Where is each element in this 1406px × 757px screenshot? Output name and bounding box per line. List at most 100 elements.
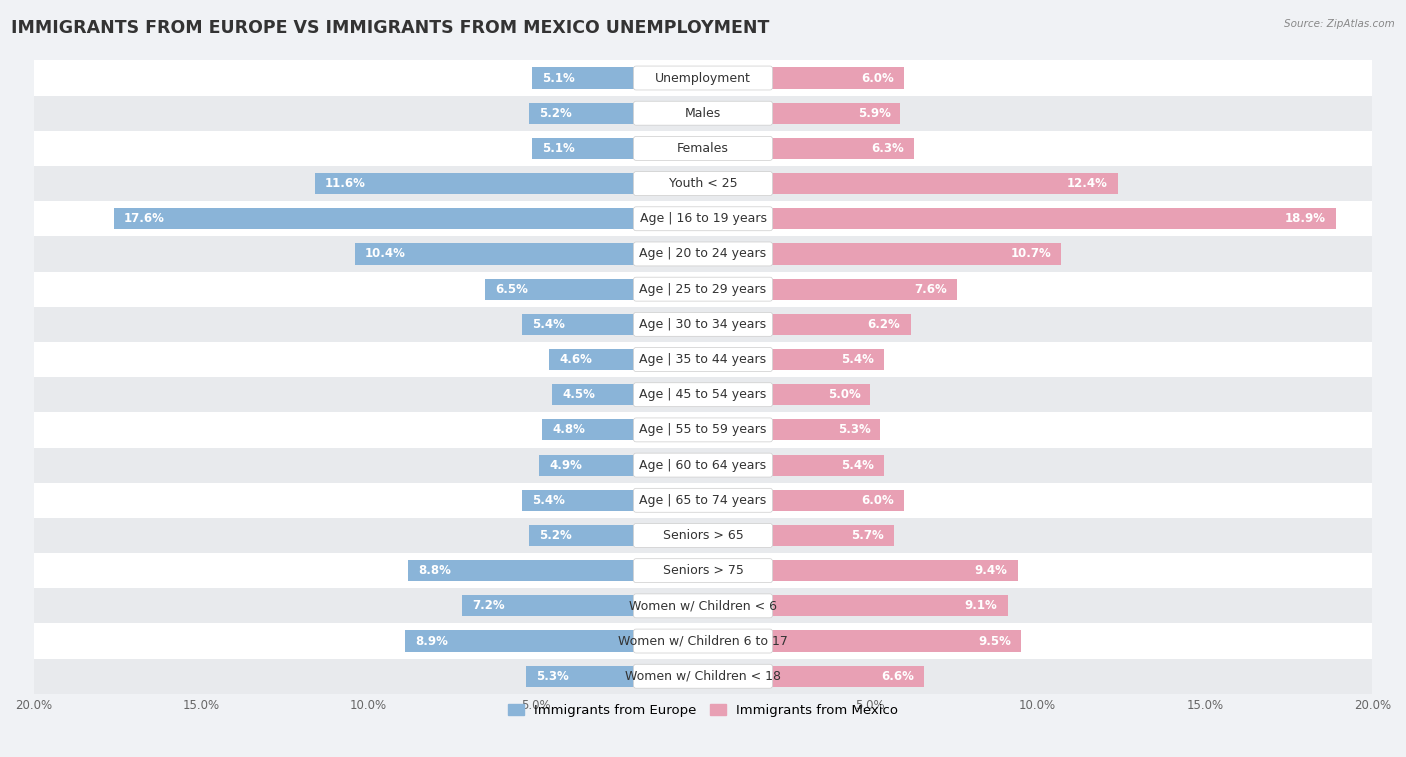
- Text: 4.5%: 4.5%: [562, 388, 595, 401]
- FancyBboxPatch shape: [633, 101, 773, 125]
- Bar: [526, 665, 703, 687]
- FancyBboxPatch shape: [633, 418, 773, 442]
- Bar: [703, 244, 1062, 264]
- Text: Seniors > 75: Seniors > 75: [662, 564, 744, 577]
- Bar: [533, 67, 703, 89]
- Text: 5.0%: 5.0%: [828, 388, 860, 401]
- FancyBboxPatch shape: [633, 277, 773, 301]
- Text: Source: ZipAtlas.com: Source: ZipAtlas.com: [1284, 19, 1395, 29]
- Text: Age | 35 to 44 years: Age | 35 to 44 years: [640, 353, 766, 366]
- Text: 5.1%: 5.1%: [543, 142, 575, 155]
- Bar: [703, 490, 904, 511]
- Text: 6.2%: 6.2%: [868, 318, 900, 331]
- Bar: [34, 624, 1372, 659]
- Bar: [34, 236, 1372, 272]
- Text: Women w/ Children < 6: Women w/ Children < 6: [628, 600, 778, 612]
- Text: Females: Females: [678, 142, 728, 155]
- Text: 10.4%: 10.4%: [366, 248, 406, 260]
- Bar: [522, 314, 703, 335]
- Text: 6.0%: 6.0%: [860, 71, 894, 85]
- Text: Unemployment: Unemployment: [655, 71, 751, 85]
- Text: Age | 30 to 34 years: Age | 30 to 34 years: [640, 318, 766, 331]
- Text: Women w/ Children < 18: Women w/ Children < 18: [626, 670, 780, 683]
- Bar: [703, 173, 1118, 194]
- Text: 9.4%: 9.4%: [974, 564, 1008, 577]
- Text: 4.9%: 4.9%: [548, 459, 582, 472]
- Bar: [522, 490, 703, 511]
- Bar: [703, 665, 924, 687]
- FancyBboxPatch shape: [633, 242, 773, 266]
- FancyBboxPatch shape: [633, 559, 773, 583]
- Bar: [34, 342, 1372, 377]
- Bar: [34, 483, 1372, 518]
- Text: 5.7%: 5.7%: [851, 529, 884, 542]
- Bar: [34, 377, 1372, 413]
- FancyBboxPatch shape: [633, 629, 773, 653]
- Bar: [703, 314, 911, 335]
- Bar: [485, 279, 703, 300]
- Bar: [34, 95, 1372, 131]
- Text: 6.0%: 6.0%: [860, 494, 894, 506]
- Bar: [34, 518, 1372, 553]
- Text: Women w/ Children 6 to 17: Women w/ Children 6 to 17: [619, 634, 787, 647]
- Bar: [703, 349, 884, 370]
- Text: 18.9%: 18.9%: [1285, 212, 1326, 226]
- Text: Age | 16 to 19 years: Age | 16 to 19 years: [640, 212, 766, 226]
- Text: IMMIGRANTS FROM EUROPE VS IMMIGRANTS FROM MEXICO UNEMPLOYMENT: IMMIGRANTS FROM EUROPE VS IMMIGRANTS FRO…: [11, 19, 769, 37]
- Bar: [34, 447, 1372, 483]
- Bar: [553, 384, 703, 405]
- Text: Age | 45 to 54 years: Age | 45 to 54 years: [640, 388, 766, 401]
- FancyBboxPatch shape: [633, 524, 773, 547]
- Bar: [703, 560, 1018, 581]
- Bar: [409, 560, 703, 581]
- Text: 12.4%: 12.4%: [1067, 177, 1108, 190]
- Bar: [463, 595, 703, 616]
- Text: 11.6%: 11.6%: [325, 177, 366, 190]
- Text: 5.4%: 5.4%: [533, 494, 565, 506]
- Bar: [34, 131, 1372, 166]
- FancyBboxPatch shape: [633, 453, 773, 477]
- Bar: [703, 103, 900, 123]
- Bar: [538, 454, 703, 475]
- FancyBboxPatch shape: [633, 313, 773, 336]
- Text: 6.5%: 6.5%: [495, 282, 529, 296]
- Bar: [34, 659, 1372, 694]
- Bar: [703, 208, 1336, 229]
- Text: Age | 60 to 64 years: Age | 60 to 64 years: [640, 459, 766, 472]
- Text: 5.1%: 5.1%: [543, 71, 575, 85]
- Bar: [703, 67, 904, 89]
- Text: 5.4%: 5.4%: [841, 353, 873, 366]
- Text: Age | 55 to 59 years: Age | 55 to 59 years: [640, 423, 766, 436]
- FancyBboxPatch shape: [633, 207, 773, 231]
- Text: Age | 20 to 24 years: Age | 20 to 24 years: [640, 248, 766, 260]
- Bar: [703, 138, 914, 159]
- Text: 10.7%: 10.7%: [1011, 248, 1052, 260]
- Text: 5.3%: 5.3%: [536, 670, 568, 683]
- Bar: [114, 208, 703, 229]
- Text: 7.2%: 7.2%: [472, 600, 505, 612]
- Bar: [703, 454, 884, 475]
- Legend: Immigrants from Europe, Immigrants from Mexico: Immigrants from Europe, Immigrants from …: [502, 699, 904, 722]
- Text: 4.6%: 4.6%: [560, 353, 592, 366]
- Text: 5.4%: 5.4%: [841, 459, 873, 472]
- Bar: [34, 61, 1372, 95]
- Bar: [34, 272, 1372, 307]
- Text: 5.2%: 5.2%: [538, 107, 572, 120]
- Text: 5.4%: 5.4%: [533, 318, 565, 331]
- Bar: [34, 588, 1372, 624]
- Text: Youth < 25: Youth < 25: [669, 177, 737, 190]
- FancyBboxPatch shape: [633, 383, 773, 407]
- Text: 6.6%: 6.6%: [882, 670, 914, 683]
- Text: 5.2%: 5.2%: [538, 529, 572, 542]
- FancyBboxPatch shape: [633, 172, 773, 195]
- Text: 6.3%: 6.3%: [872, 142, 904, 155]
- Text: 8.9%: 8.9%: [415, 634, 449, 647]
- FancyBboxPatch shape: [633, 66, 773, 90]
- Bar: [548, 349, 703, 370]
- Text: 9.5%: 9.5%: [979, 634, 1011, 647]
- FancyBboxPatch shape: [633, 136, 773, 160]
- Text: 8.8%: 8.8%: [419, 564, 451, 577]
- Bar: [34, 413, 1372, 447]
- Text: Age | 25 to 29 years: Age | 25 to 29 years: [640, 282, 766, 296]
- Bar: [405, 631, 703, 652]
